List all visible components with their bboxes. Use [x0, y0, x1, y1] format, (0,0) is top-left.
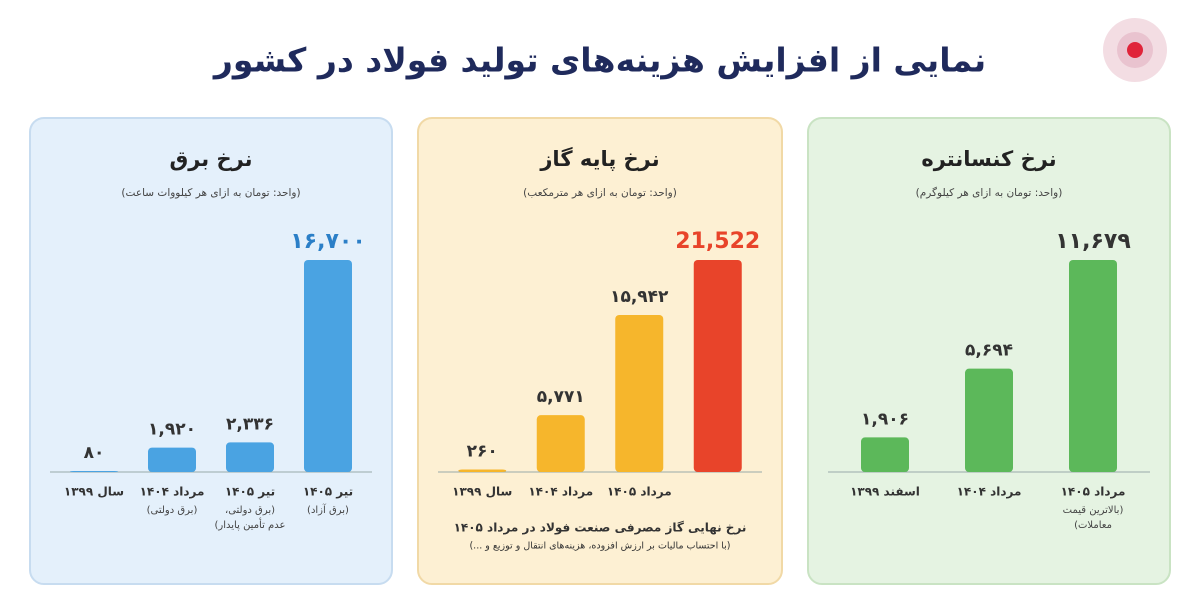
category-note: (بالاترین قیمت — [1063, 505, 1124, 516]
value-label: ۸۰ — [84, 443, 105, 463]
category-label: اسفند ۱۳۹۹ — [850, 485, 920, 499]
category-label: مرداد ۱۴۰۵ — [607, 485, 672, 499]
category-label: مرداد ۱۴۰۴ — [957, 485, 1022, 499]
bar — [1069, 260, 1117, 472]
chart-subtitle: (واحد: تومان به ازای هر کیلووات ساعت) — [121, 187, 300, 199]
category-label: مرداد ۱۴۰۴ — [528, 485, 593, 499]
category-label: مرداد ۱۴۰۵ — [1061, 485, 1126, 499]
value-label: ۲,۳۳۶ — [226, 414, 274, 434]
value-label: ۵,۷۷۱ — [537, 387, 585, 407]
value-label: ۲۶۰ — [467, 441, 498, 461]
value-label: ۱۱,۶۷۹ — [1055, 229, 1131, 254]
value-label: 21,522 — [675, 229, 760, 254]
bar — [458, 469, 507, 472]
category-label: سال ۱۳۹۹ — [64, 485, 124, 499]
bar — [965, 368, 1013, 472]
bar — [70, 470, 118, 472]
chart-title: نرخ برق — [169, 147, 252, 171]
annotation: نرخ نهایی گاز مصرفی صنعت فولاد در مرداد … — [454, 521, 747, 536]
bar — [304, 260, 352, 472]
value-label: ۱,۹۰۶ — [861, 409, 909, 429]
bar — [148, 447, 196, 472]
panel — [417, 117, 783, 585]
bar — [226, 442, 274, 472]
category-note: معاملات) — [1074, 520, 1112, 531]
bar — [861, 437, 909, 472]
panel — [29, 117, 393, 585]
value-label: ۱۵,۹۴۲ — [610, 287, 669, 307]
chart-title: نرخ پایه گاز — [539, 146, 659, 171]
logo — [1103, 18, 1167, 82]
value-label: ۱,۹۲۰ — [148, 420, 196, 440]
category-note: (برق دولتی، — [225, 505, 275, 516]
category-label: تیر ۱۴۰۵ — [303, 485, 353, 499]
chart-title: نرخ کنسانتره — [921, 147, 1056, 171]
main-title: نمایی از افزایش هزینه‌های تولید فولاد در… — [212, 41, 986, 81]
bar — [615, 314, 664, 472]
value-label: ۱۶,۷۰۰ — [290, 229, 366, 254]
category-note: (برق آزاد) — [307, 503, 349, 516]
bar — [536, 415, 585, 472]
category-label: تیر ۱۴۰۵ — [225, 485, 275, 499]
annotation: (با احتساب مالیات بر ارزش افزوده، هزینه‌… — [469, 541, 730, 552]
chart-subtitle: (واحد: تومان به ازای هر مترمکعب) — [523, 187, 677, 199]
value-label: ۵,۶۹۴ — [965, 341, 1013, 361]
category-note: (برق دولتی) — [147, 505, 198, 516]
category-label: مرداد ۱۴۰۴ — [140, 485, 205, 499]
chart-subtitle: (واحد: تومان به ازای هر کیلوگرم) — [916, 186, 1063, 199]
category-note: عدم تأمین پایدار) — [215, 517, 286, 531]
bar — [693, 260, 742, 472]
category-label: سال ۱۳۹۹ — [452, 485, 512, 499]
